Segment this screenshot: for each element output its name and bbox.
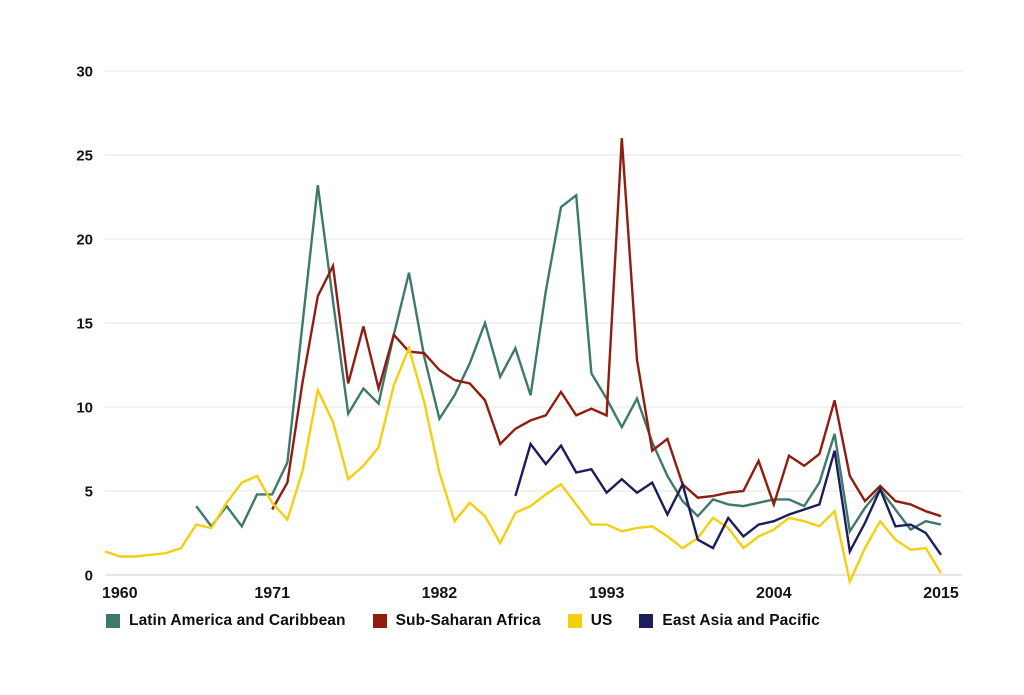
x-tick-label: 1993 [589, 585, 625, 602]
legend-item-sub-saharan-africa: Sub-Saharan Africa [372, 612, 541, 630]
series-line-sub-saharan-africa [271, 138, 942, 518]
legend-swatch-east-asia-and-pacific [639, 614, 654, 628]
x-tick-label: 2015 [923, 585, 959, 602]
series-line-east-asia-and-pacific [514, 441, 942, 556]
x-tick-label: 1982 [422, 585, 458, 602]
legend-label: East Asia and Pacific [662, 612, 820, 629]
series-line-us [104, 344, 943, 586]
legend-label: Sub-Saharan Africa [395, 612, 541, 629]
x-tick-label: 1960 [102, 585, 138, 602]
legend-swatch-latin-america-and-caribbean [106, 614, 120, 628]
y-tick-label: 20 [76, 232, 93, 249]
x-tick-label: 1971 [254, 585, 290, 602]
series-line-latin-america-and-caribbean [195, 185, 942, 535]
y-tick-label: 30 [76, 64, 93, 81]
y-tick-label: 5 [85, 484, 93, 501]
y-tick-label: 10 [76, 400, 93, 417]
y-tick-label: 25 [76, 148, 93, 165]
chart-legend: Latin America and Caribbean Sub-Saharan A… [106, 612, 820, 630]
y-tick-label: 0 [85, 568, 93, 585]
legend-swatch-sub-saharan-africa [372, 614, 387, 628]
legend-item-east-asia-and-pacific: East Asia and Pacific [639, 612, 820, 630]
y-tick-label: 15 [76, 316, 93, 333]
x-tick-label: 2004 [756, 585, 792, 602]
legend-item-latin-america-and-caribbean: Latin America and Caribbean [106, 612, 346, 630]
legend-label: US [590, 612, 613, 629]
legend-label: Latin America and Caribbean [129, 612, 346, 629]
legend-swatch-us [567, 614, 582, 628]
legend-item-us: US [567, 612, 613, 630]
